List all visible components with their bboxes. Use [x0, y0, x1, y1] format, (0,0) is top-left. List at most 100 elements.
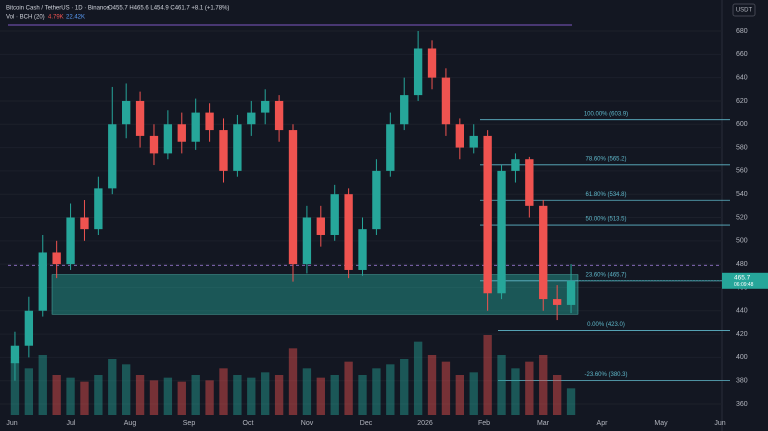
last-price: 465.7 — [734, 275, 751, 282]
x-tick-label: May — [654, 420, 668, 427]
candle-body — [330, 194, 339, 235]
candle-body — [441, 77, 451, 125]
y-tick-label: 360 — [736, 401, 748, 408]
x-tick-label: 2026 — [417, 420, 433, 427]
candle-body — [386, 124, 395, 171]
candle-body — [80, 217, 89, 230]
volume-bar — [469, 372, 478, 415]
y-tick-label: 420 — [736, 331, 748, 338]
y-tick-label: 620 — [736, 98, 748, 105]
candle-body — [247, 112, 256, 125]
volume-bar — [94, 375, 103, 415]
candle-body — [483, 135, 492, 294]
candle-body — [525, 159, 534, 206]
currency[interactable]: USDT — [736, 8, 753, 14]
chart-title: Bitcoin Cash / TetherUS · 1D · Binance — [6, 6, 110, 12]
volume-bar — [344, 361, 353, 415]
volume-label: Vol · BCH (20) — [6, 15, 45, 21]
volume-bar — [511, 368, 520, 415]
y-tick-label: 440 — [736, 308, 748, 315]
candle-body — [52, 252, 61, 265]
candle-body — [38, 252, 47, 311]
y-tick-label: 640 — [736, 74, 748, 81]
candle-body — [552, 299, 562, 305]
volume-bar — [135, 375, 145, 415]
candle-body — [205, 112, 214, 131]
x-tick-label: Aug — [124, 420, 137, 427]
candle-body — [344, 194, 353, 270]
candle-body — [511, 159, 520, 171]
volume-bar — [219, 368, 228, 415]
volume-bar — [38, 355, 47, 415]
candle-body — [149, 135, 159, 154]
x-tick-label: Jul — [67, 420, 76, 427]
y-tick-label: 540 — [736, 191, 748, 198]
y-tick-label: 520 — [736, 214, 748, 221]
last-price-box — [722, 272, 768, 289]
x-tick-label: Dec — [360, 420, 373, 427]
volume-bar — [525, 361, 534, 415]
candle-body — [163, 124, 173, 154]
y-tick-label: 680 — [736, 28, 748, 35]
volume-bar — [413, 341, 423, 415]
volume-bar — [539, 355, 548, 415]
volume-bar — [10, 361, 20, 415]
volume-bar — [386, 364, 395, 415]
candle-body — [358, 229, 367, 270]
fib-label: 0.00% (423.0) — [587, 322, 625, 328]
currency-box[interactable] — [732, 3, 756, 17]
candle-body — [302, 217, 312, 265]
x-tick-label: Nov — [301, 420, 314, 427]
candle-body — [372, 170, 381, 230]
candle-body — [400, 95, 409, 125]
volume-average: 22.42K — [66, 15, 85, 21]
volume-bar — [52, 375, 61, 415]
y-tick-label: 380 — [736, 378, 748, 385]
y-tick-label: 600 — [736, 121, 748, 128]
volume-bar — [427, 355, 437, 415]
volume-bar — [191, 375, 200, 415]
volume-bar — [274, 375, 284, 415]
candle-body — [108, 124, 117, 189]
candle-body — [122, 100, 131, 125]
volume-bar — [316, 377, 325, 415]
y-tick-label: 480 — [736, 261, 748, 268]
candle-body — [316, 217, 325, 235]
volume-bar — [66, 377, 75, 415]
volume-bar — [177, 381, 186, 415]
volume-bar — [302, 368, 312, 415]
volume-bar — [205, 380, 214, 415]
volume-bar — [566, 388, 576, 415]
x-tick-label: Feb — [478, 420, 490, 427]
y-tick-label: 400 — [736, 354, 748, 361]
candle-body — [288, 130, 298, 265]
volume-bar — [149, 380, 159, 415]
x-tick-label: Jun — [6, 420, 17, 427]
candle-body — [566, 280, 576, 305]
candle-body — [413, 48, 423, 96]
countdown: 06:09:48 — [734, 282, 754, 288]
volume-bar — [552, 375, 562, 415]
candle-body — [469, 135, 478, 148]
candle-body — [233, 124, 242, 171]
volume-bar — [441, 361, 451, 415]
volume-bar — [330, 375, 339, 415]
fib-label: 78.60% (565.2) — [585, 156, 626, 162]
volume-bar — [233, 375, 242, 415]
volume-bar — [163, 377, 173, 415]
fib-label: 100.00% (603.9) — [584, 111, 628, 117]
fib-label: 50.00% (513.5) — [585, 217, 626, 223]
volume-bar — [455, 375, 464, 415]
candle-body — [261, 100, 270, 113]
fib-label: 23.60% (465.7) — [585, 272, 626, 278]
candle-body — [274, 100, 284, 131]
fib-label: 61.80% (534.8) — [585, 192, 626, 198]
candle-body — [427, 48, 437, 78]
volume-bar — [288, 348, 298, 415]
ohlc-legend: O455.7 H465.6 L454.9 C461.7 +8.1 (+1.78%… — [108, 6, 229, 12]
candle-body — [24, 310, 34, 346]
candle-body — [455, 124, 464, 148]
candle-body — [66, 217, 75, 265]
volume-bar — [122, 364, 131, 415]
